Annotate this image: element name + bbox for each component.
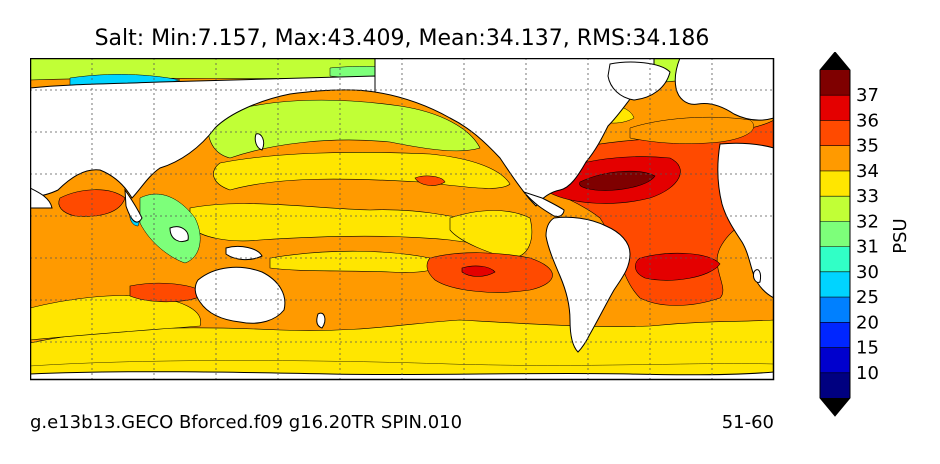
colorbar-level-box xyxy=(820,322,850,348)
colorbar-level-box xyxy=(820,145,850,171)
europe-landmass xyxy=(674,58,774,121)
eastern-pacific-region xyxy=(449,210,533,259)
colorbar-level-box xyxy=(820,170,850,197)
graticule xyxy=(30,58,774,380)
colorbar-tick-label: 25 xyxy=(856,287,879,308)
colorbar-tick-label: 32 xyxy=(856,211,879,232)
colorbar-level-box xyxy=(820,271,850,298)
north-atlantic-max-region xyxy=(579,170,656,191)
colorbar-tick-label: 20 xyxy=(856,312,879,333)
indian-ocean-fresh-region xyxy=(30,295,201,341)
north-america-landmass xyxy=(374,58,655,207)
colorbar-level-box xyxy=(820,120,850,146)
salinity-map xyxy=(30,58,775,381)
colorbar-label: PSU xyxy=(890,218,911,253)
south-atlantic-core-region xyxy=(635,252,721,281)
madagascar-landmass xyxy=(753,269,761,283)
africa-east-landmass xyxy=(717,142,774,299)
colorbar-level-box xyxy=(820,297,850,323)
australia-landmass xyxy=(194,266,286,324)
north-pacific-gyre-patch xyxy=(414,175,446,186)
mediterranean-region xyxy=(629,116,754,144)
colorbar-level-box xyxy=(820,246,850,272)
borneo-landmass xyxy=(169,226,189,242)
colorbar-over-arrow xyxy=(820,52,850,70)
japan-landmass xyxy=(254,133,265,151)
colorbar-tick-label: 33 xyxy=(856,186,879,207)
colorbar: 10 15 20 25 30 31 32 33 34 35 36 37 PSU xyxy=(819,52,911,417)
colorbar-level-box xyxy=(820,70,850,96)
colorbar-tick-label: 30 xyxy=(856,262,879,283)
plot-title: Salt: Min:7.157, Max:43.409, Mean:34.137… xyxy=(94,26,710,51)
run-identifier: g.e13b13.GECO Bforced.f09 g16.20TR SPIN.… xyxy=(30,412,463,433)
colorbar-tick-label: 15 xyxy=(856,338,879,359)
colorbar-ticks: 10 15 20 25 30 31 32 33 34 35 36 37 xyxy=(820,85,879,384)
colorbar-boxes xyxy=(819,52,851,417)
year-range: 51-60 xyxy=(721,412,774,433)
colorbar-frame xyxy=(819,52,851,417)
colorbar-under-arrow xyxy=(820,398,850,416)
colorbar-level-box xyxy=(820,372,850,398)
new-zealand-landmass xyxy=(316,312,326,329)
colorbar-level-box xyxy=(820,196,850,222)
india-landmass xyxy=(124,188,143,223)
colorbar-level-box xyxy=(820,347,850,373)
new-guinea-landmass xyxy=(225,245,263,261)
colorbar-tick-label: 10 xyxy=(856,363,879,384)
central-america-landmass xyxy=(522,190,565,217)
colorbar-tick-label: 34 xyxy=(856,161,879,182)
colorbar-level-box xyxy=(820,221,850,247)
land-masses xyxy=(30,58,774,380)
asia-landmass xyxy=(30,75,376,199)
colorbar-level-box xyxy=(820,95,850,121)
north-pacific-subpolar-region xyxy=(207,99,481,159)
greenland-landmass xyxy=(607,61,671,101)
colorbar-tick-label: 35 xyxy=(856,136,879,157)
colorbar-tick-label: 37 xyxy=(856,85,879,106)
colorbar-tick-label: 31 xyxy=(856,237,879,258)
map-frame xyxy=(30,58,775,381)
africa-landmass xyxy=(30,187,53,209)
colorbar-tick-label: 36 xyxy=(856,110,879,131)
south-pacific-core-region xyxy=(461,265,496,277)
